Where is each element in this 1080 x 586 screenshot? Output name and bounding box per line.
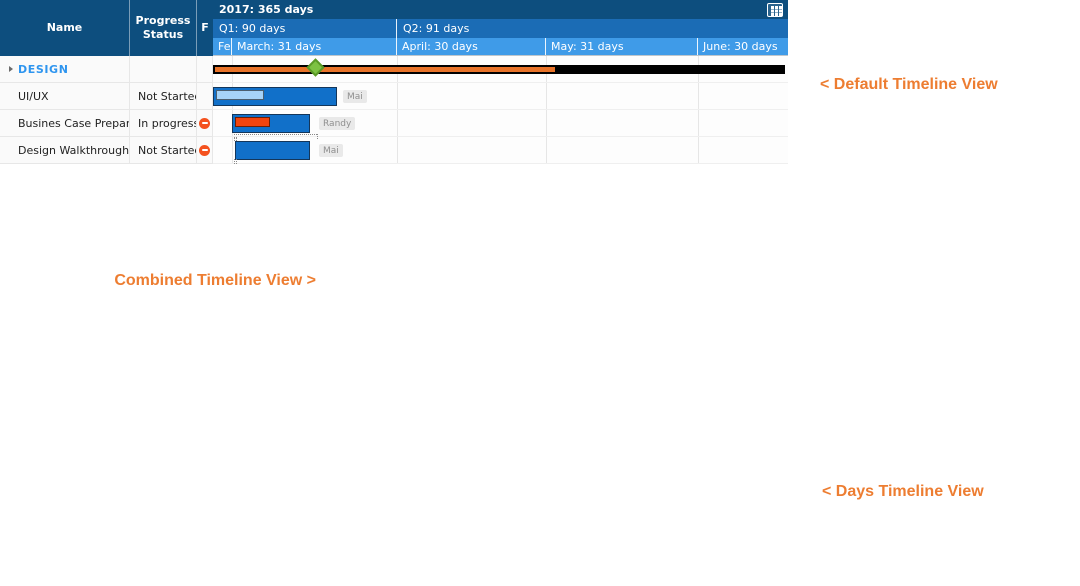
task-name: Busines Case Preparation [0,110,130,136]
summary-progress [215,67,555,72]
summary-bar[interactable] [213,65,785,74]
minus-circle-icon [199,117,210,129]
gantt-days-view: Name Progress Status F DESIGN UI/UX Not … [0,0,788,164]
task-name: UI/UX [0,83,130,109]
assignee-chip: Mai [319,144,343,157]
task-status: Not Started [130,137,197,163]
gantt-grid: Name Progress Status F DESIGN UI/UX Not … [0,0,213,164]
annotation-days-view: < Days Timeline View [822,483,984,500]
task-progress [235,117,270,127]
assignee-chip: Mai [343,90,367,103]
chart-row-busines-case: Randy [213,110,788,139]
month-label: April: 30 days [397,38,546,55]
dependency-line [234,134,317,135]
task-status: Not Started [130,83,197,109]
timeline-tier-months: Febr March: 31 days April: 30 days May: … [213,38,788,56]
chart-row-design-walkthrough: Mai [213,137,788,164]
dependency-line [234,137,235,141]
flag-cell [197,137,213,163]
dependency-line [236,137,237,141]
task-status [130,56,197,82]
month-label: June: 30 days [703,40,778,53]
grid-icon[interactable] [767,2,783,17]
timeline-tier-year: 2017: 365 days [213,0,788,19]
column-header-progress-status: Progress Status [130,0,197,56]
quarter-label: Q2: 91 days [403,22,470,35]
column-header-name: Name [0,0,130,56]
dependency-line [236,159,237,164]
grid-header: Name Progress Status F [0,0,213,56]
minus-circle-icon [199,144,210,156]
task-bar[interactable] [213,87,337,106]
dependency-line [317,134,318,139]
chart-row-design [213,56,788,83]
flag-cell [197,83,213,109]
grid-row-design[interactable]: DESIGN [0,56,213,83]
column-header-flag: F [201,21,209,35]
month-label: Febr [213,38,232,55]
task-name: Design Walkthrough [0,137,130,163]
annotation-default-view: < Default Timeline View [820,76,998,93]
quarter-label: Q1: 90 days [213,19,397,38]
task-progress [216,90,264,100]
grid-row-uiux[interactable]: UI/UX Not Started [0,83,213,110]
annotation-combined-view: Combined Timeline View > [114,272,316,289]
flag-cell [197,110,213,136]
month-label: March: 31 days [232,38,397,55]
task-bar[interactable] [235,141,310,160]
dependency-line [234,159,235,164]
month-label: May: 31 days [546,38,698,55]
collapse-caret-icon[interactable] [9,66,13,72]
task-bar[interactable] [232,114,310,133]
task-name: DESIGN [18,62,69,76]
task-status: In progress [130,110,197,136]
chart-row-uiux: Mai [213,83,788,110]
timeline-tier-quarters: Q1: 90 days Q2: 91 days [213,19,788,38]
grid-row-busines-case[interactable]: Busines Case Preparation In progress [0,110,213,137]
timeline-pane: 2017: 365 days Q1: 90 days Q2: 91 days F… [213,0,788,164]
chart-area: Mai Randy Mai [213,56,788,164]
timeline-year-label: 2017: 365 days [219,3,314,16]
assignee-chip: Randy [319,117,356,130]
flag-cell [197,56,213,82]
grid-row-design-walkthrough[interactable]: Design Walkthrough Not Started [0,137,213,164]
